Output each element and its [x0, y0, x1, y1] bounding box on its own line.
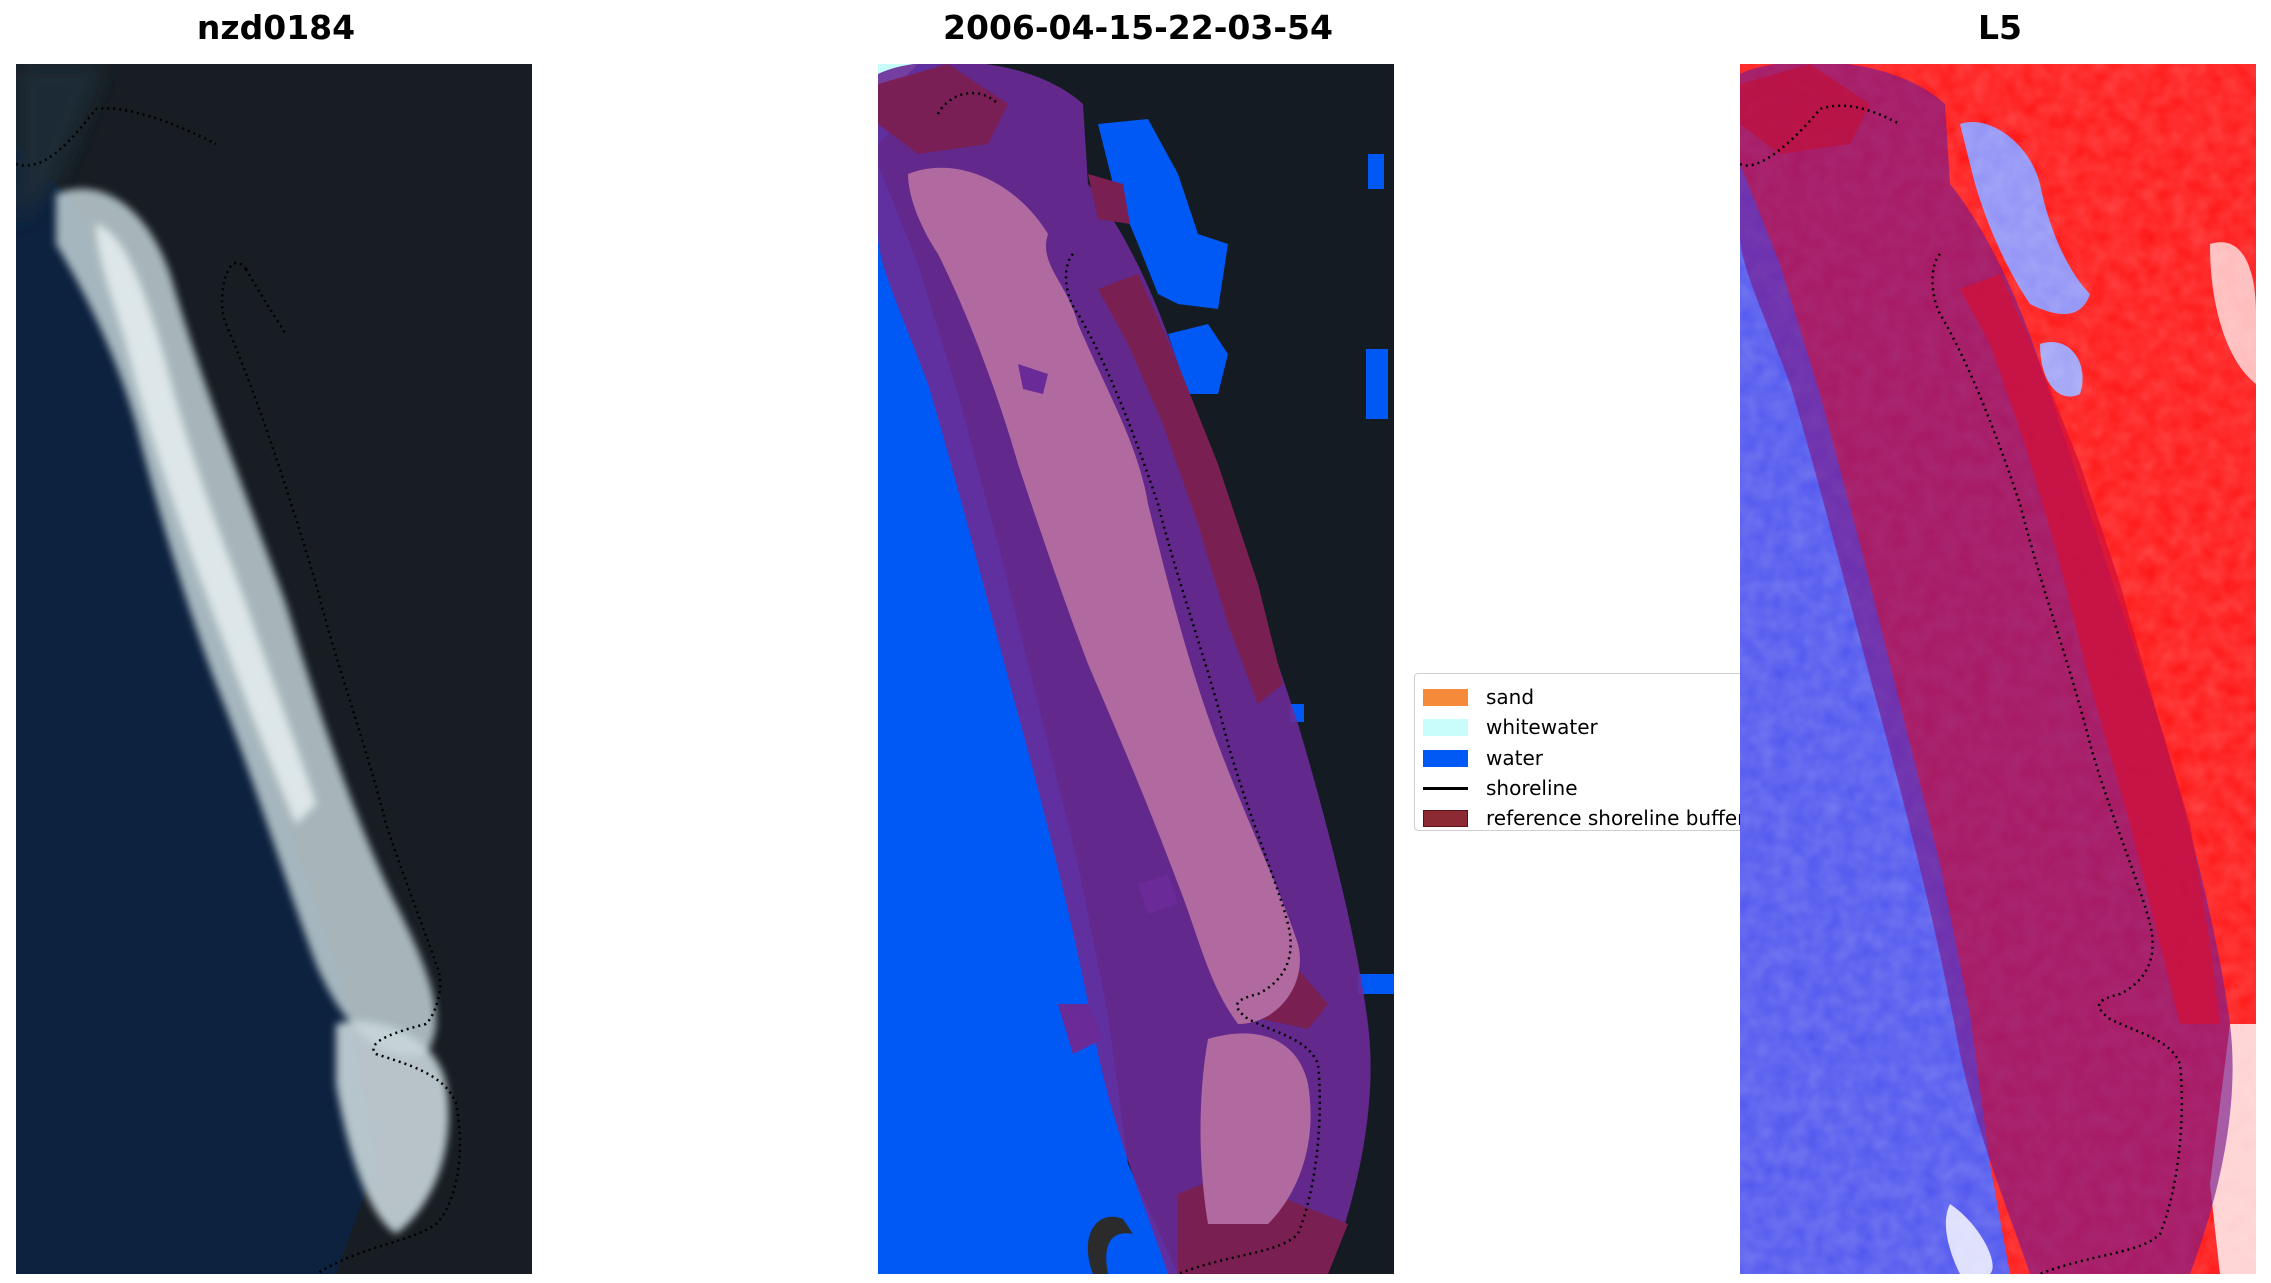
- legend-label-shoreline: shoreline: [1486, 776, 1578, 800]
- rgb-satellite-image: [16, 64, 532, 1274]
- whitewater-swatch: [1423, 718, 1468, 736]
- legend-label-whitewater: whitewater: [1486, 715, 1598, 739]
- panel-title-rgb: nzd0184: [196, 8, 356, 47]
- water-patch-1: [1098, 119, 1228, 309]
- legend-label-sand: sand: [1486, 685, 1535, 709]
- legend-item-shoreline: shoreline: [1423, 775, 1578, 801]
- sand-swatch: [1423, 688, 1468, 706]
- water-patch-5: [1358, 974, 1394, 994]
- panel-title-classified: 2006-04-15-22-03-54: [943, 8, 1333, 47]
- legend: sand whitewater water shoreline referenc…: [1414, 673, 1744, 831]
- water-swatch: [1423, 749, 1468, 767]
- shoreline-swatch: [1423, 786, 1468, 790]
- surf-zone: [56, 188, 449, 1234]
- shoreline-dotted: [1740, 104, 2184, 1274]
- water-patch-4: [1366, 349, 1388, 419]
- legend-item-reference-buffer: reference shoreline buffer: [1423, 805, 1744, 830]
- classified-image: [878, 64, 1394, 1274]
- reference-buffer: [1740, 64, 2233, 1274]
- sand-overlay: [908, 167, 1300, 1025]
- legend-label-water: water: [1486, 746, 1543, 770]
- panel-title-index: L5: [1978, 8, 2022, 47]
- ocean-area: [16, 144, 376, 1274]
- shoreline-dotted: [16, 107, 462, 1274]
- legend-item-whitewater: whitewater: [1423, 714, 1598, 740]
- shoreline-dotted: [936, 91, 1322, 1274]
- legend-item-sand: sand: [1423, 684, 1534, 710]
- legend-item-water: water: [1423, 745, 1543, 771]
- reference-buffer-swatch: [1423, 809, 1468, 827]
- water-patch-3: [1368, 154, 1384, 189]
- legend-label-reference-buffer: reference shoreline buffer: [1486, 806, 1744, 830]
- index-image: [1740, 64, 2256, 1274]
